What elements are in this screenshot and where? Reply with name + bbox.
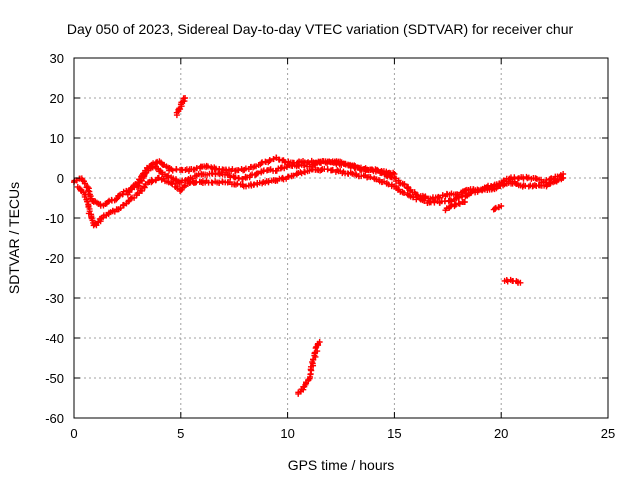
y-tick-label: 0: [57, 171, 64, 186]
y-tick-label: -50: [45, 371, 64, 386]
data-point: [560, 175, 567, 181]
data-point: [127, 195, 134, 202]
data-point: [498, 203, 505, 209]
data-point: [454, 191, 461, 198]
data-point: [324, 166, 331, 173]
data-point: [555, 177, 562, 184]
y-tick-label: 10: [50, 131, 64, 146]
data-point: [461, 199, 468, 205]
plot-frame: [73, 57, 609, 419]
data-point: [234, 180, 241, 187]
data-point: [421, 197, 428, 204]
data-point: [431, 199, 438, 206]
data-point: [517, 279, 524, 286]
data-point: [266, 157, 273, 164]
data-point: [342, 161, 349, 168]
y-tick-label: 30: [50, 51, 64, 66]
x-tick-label: 25: [601, 426, 615, 441]
y-axis-label: SDTVAR / TECUs: [6, 182, 22, 294]
chart-title: Day 050 of 2023, Sidereal Day-to-day VTE…: [67, 21, 574, 37]
data-point: [305, 159, 312, 166]
data-point: [116, 192, 123, 199]
data-point: [149, 178, 156, 185]
data-point: [113, 196, 120, 203]
data-point: [456, 194, 463, 201]
grid-lines: [74, 58, 608, 418]
y-tick-label: -30: [45, 291, 64, 306]
data-point: [290, 172, 297, 179]
data-point: [204, 163, 211, 170]
x-tick-label: 20: [494, 426, 508, 441]
data-point: [82, 180, 89, 187]
data-point: [372, 167, 379, 174]
x-tick-label: 15: [387, 426, 401, 441]
y-tick-label: -10: [45, 211, 64, 226]
data-point: [254, 170, 261, 177]
x-tick-label: 0: [70, 426, 77, 441]
y-tick-label: -40: [45, 331, 64, 346]
y-tick-label: 20: [50, 91, 64, 106]
data-point: [374, 166, 381, 173]
data-point: [318, 167, 325, 174]
x-tick-label: 5: [177, 426, 184, 441]
data-point: [303, 159, 310, 166]
y-tick-label: -20: [45, 251, 64, 266]
data-point: [169, 167, 176, 174]
x-tick-label: 10: [280, 426, 294, 441]
data-point: [173, 166, 180, 173]
axis-ticks: 0 5 10 15 20 25 -60 -50 -40 -30 -20 -10 0 10 20 30: [45, 51, 615, 441]
data-point: [105, 198, 112, 205]
data-point: [334, 167, 341, 174]
data-point: [182, 95, 189, 101]
data-point: [174, 185, 181, 192]
data-point: [391, 171, 398, 177]
x-axis-label: GPS time / hours: [288, 457, 395, 473]
data-point: [367, 174, 374, 181]
data-point: [316, 339, 323, 345]
data-point: [243, 183, 250, 190]
data-point: [401, 189, 408, 196]
y-tick-label: -60: [45, 411, 64, 426]
data-points: [70, 95, 567, 397]
data-point: [390, 169, 397, 176]
